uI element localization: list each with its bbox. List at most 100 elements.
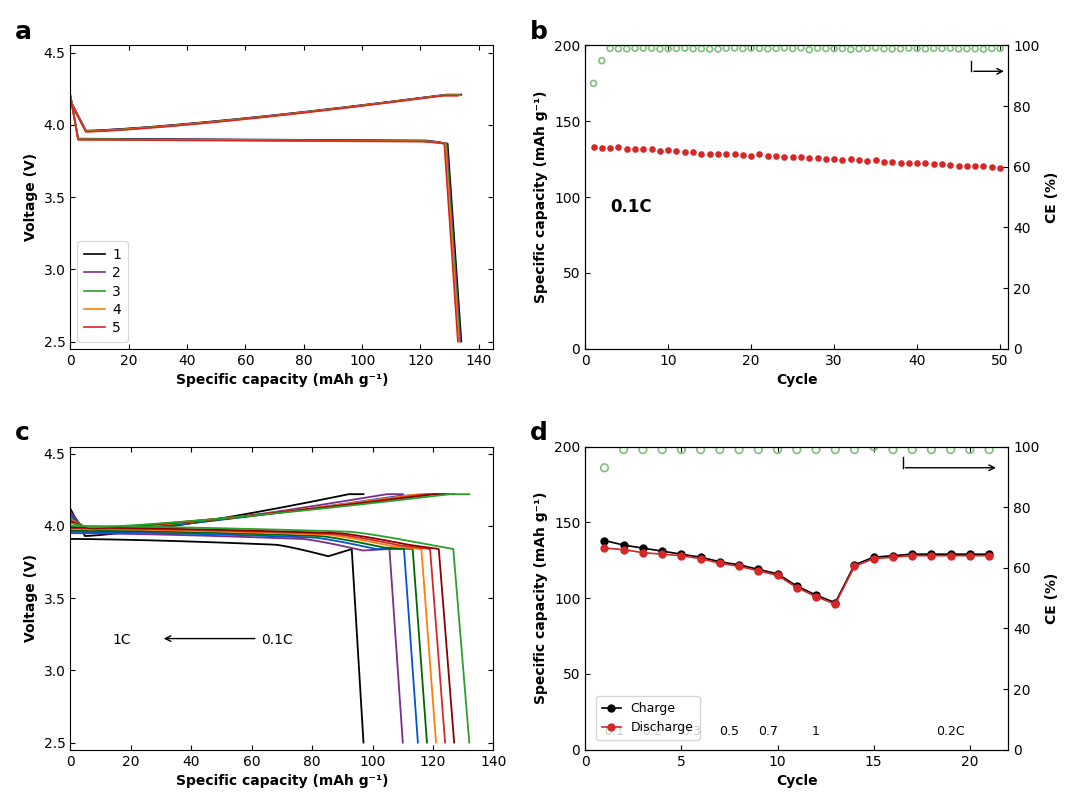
Point	[759, 150, 777, 163]
Point	[885, 443, 902, 456]
Point	[800, 43, 818, 56]
Point	[643, 41, 660, 54]
Point	[602, 141, 619, 154]
Discharge	[771, 570, 784, 580]
Point	[667, 145, 685, 158]
Point	[743, 41, 760, 54]
3	[348, 102, 361, 112]
3	[454, 91, 467, 100]
Point	[958, 42, 975, 55]
Point	[981, 443, 998, 456]
Charge	[752, 565, 765, 574]
Point	[775, 41, 793, 54]
Discharge	[791, 582, 804, 592]
Point	[867, 41, 885, 54]
Charge	[810, 591, 823, 600]
3	[80, 126, 93, 136]
4	[80, 127, 93, 137]
Point	[900, 41, 917, 54]
Discharge	[810, 591, 823, 601]
4	[453, 91, 465, 100]
Point	[892, 42, 909, 55]
Point	[859, 155, 876, 167]
5	[436, 91, 449, 100]
Charge	[791, 581, 804, 591]
Point	[775, 151, 793, 164]
Point	[667, 42, 685, 55]
Text: 0.3: 0.3	[681, 725, 701, 738]
Point	[809, 42, 826, 55]
1	[455, 90, 468, 100]
Point	[692, 443, 710, 456]
Point	[610, 141, 627, 154]
Charge	[983, 549, 996, 559]
Line: Charge: Charge	[600, 537, 993, 606]
3	[310, 106, 323, 116]
Point	[634, 443, 651, 456]
1	[64, 95, 77, 105]
X-axis label: Cycle: Cycle	[777, 373, 818, 388]
Discharge	[906, 551, 919, 561]
Charge	[963, 549, 976, 559]
Charge	[867, 553, 880, 562]
Point	[635, 142, 652, 155]
Discharge	[963, 551, 976, 561]
1	[80, 126, 93, 136]
Discharge	[714, 558, 727, 568]
Charge	[848, 560, 861, 570]
Point	[975, 159, 993, 172]
2	[349, 101, 362, 111]
5	[191, 119, 204, 129]
X-axis label: Specific capacity (mAh g⁻¹): Specific capacity (mAh g⁻¹)	[176, 373, 388, 388]
Point	[734, 149, 752, 162]
Point	[692, 147, 710, 160]
Point	[908, 42, 926, 55]
Text: 0.1C: 0.1C	[260, 633, 293, 647]
Point	[842, 43, 860, 56]
Text: 0.5: 0.5	[719, 725, 740, 738]
Point	[653, 443, 671, 456]
Y-axis label: CE (%): CE (%)	[1045, 172, 1059, 222]
Charge	[828, 598, 841, 608]
Text: 0.2: 0.2	[643, 725, 662, 738]
Point	[809, 151, 826, 164]
Point	[685, 146, 702, 159]
5	[79, 127, 92, 137]
Point	[859, 42, 876, 55]
Point	[961, 443, 978, 456]
Discharge	[924, 551, 937, 561]
Point	[685, 42, 702, 55]
Discharge	[617, 544, 630, 554]
Point	[800, 152, 818, 165]
Point	[950, 42, 968, 55]
5	[451, 91, 464, 100]
2	[219, 116, 232, 125]
Point	[865, 440, 882, 453]
4	[191, 119, 204, 129]
Point	[610, 42, 627, 55]
Point	[967, 42, 984, 55]
3	[111, 125, 124, 134]
Point	[602, 42, 619, 55]
Charge	[636, 544, 649, 553]
Text: 0.1: 0.1	[604, 725, 624, 738]
Point	[784, 42, 801, 55]
4	[437, 91, 450, 100]
Point	[673, 443, 690, 456]
Point	[692, 42, 710, 55]
Y-axis label: Specific capacity (mAh g⁻¹): Specific capacity (mAh g⁻¹)	[535, 91, 549, 303]
Point	[788, 443, 806, 456]
Text: 0.1C: 0.1C	[610, 198, 651, 216]
Point	[717, 42, 734, 55]
2	[111, 125, 124, 134]
Point	[900, 157, 917, 170]
Point	[834, 153, 851, 166]
4	[346, 102, 359, 112]
Charge	[771, 569, 784, 578]
2	[64, 96, 77, 106]
Discharge	[732, 561, 745, 571]
Point	[635, 41, 652, 54]
Charge	[694, 553, 707, 562]
Point	[983, 42, 1000, 55]
Line: 1: 1	[70, 95, 461, 131]
